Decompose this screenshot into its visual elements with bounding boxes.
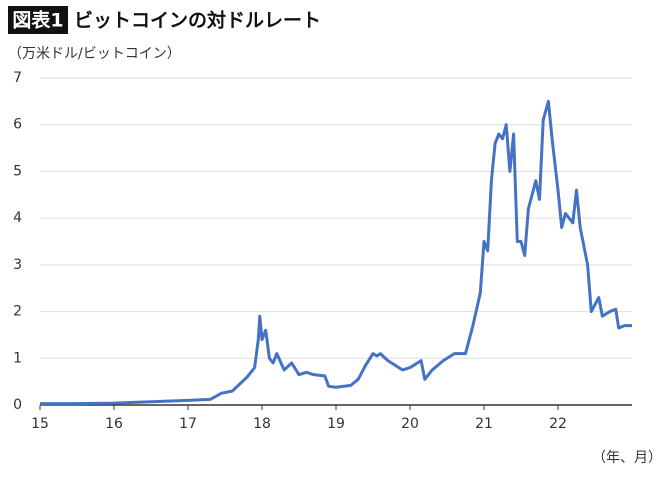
badge: 図表1 xyxy=(12,9,63,32)
x-tick-label: 18 xyxy=(253,416,271,432)
y-tick-label: 0 xyxy=(13,397,22,413)
x-tick-label: 20 xyxy=(401,416,419,432)
x-tick-label: 21 xyxy=(475,416,493,432)
y-tick-label: 6 xyxy=(13,117,22,133)
badge-box xyxy=(8,6,68,34)
y-tick-label: 1 xyxy=(13,350,22,366)
y-tick-label: 3 xyxy=(13,257,22,273)
x-tick-label: 16 xyxy=(105,416,123,432)
y-tick-label: 4 xyxy=(13,210,22,226)
x-tick-label: 17 xyxy=(179,416,197,432)
y-axis-label: （万米ドル/ビットコイン） xyxy=(8,46,181,62)
x-tick-label: 15 xyxy=(31,416,49,432)
chart-title: ビットコインの対ドルレート xyxy=(74,9,321,32)
y-tick-label: 7 xyxy=(13,70,22,86)
x-tick-label: 22 xyxy=(549,416,567,432)
y-tick-label: 5 xyxy=(13,163,22,179)
y-tick-label: 2 xyxy=(13,304,22,320)
line-series xyxy=(40,99,632,406)
x-tick-label: 19 xyxy=(327,416,345,432)
x-axis-label: （年、月） xyxy=(592,450,662,466)
